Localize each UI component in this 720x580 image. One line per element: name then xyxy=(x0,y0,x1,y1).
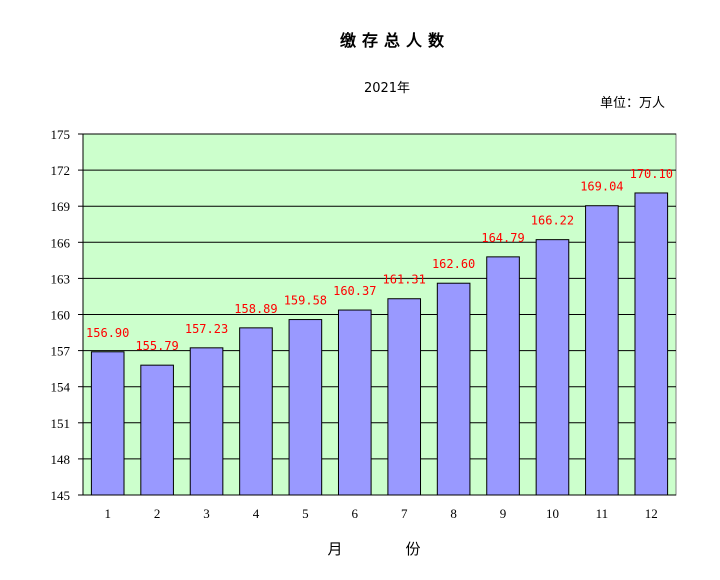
y-tick-label: 172 xyxy=(51,163,71,178)
bar-month-4 xyxy=(239,327,273,496)
data-label: 169.04 xyxy=(580,180,623,194)
data-label: 157.23 xyxy=(185,322,228,336)
y-tick-label: 148 xyxy=(51,452,71,467)
y-tick-label: 175 xyxy=(51,127,71,142)
bar-month-1 xyxy=(90,351,125,496)
data-label: 156.90 xyxy=(86,326,129,340)
x-tick-label: 12 xyxy=(645,506,658,521)
x-tick-label: 10 xyxy=(546,506,559,521)
bar-month-6 xyxy=(337,309,372,496)
y-tick-label: 163 xyxy=(51,271,71,286)
x-axis-title: 月 份 xyxy=(327,540,444,558)
bar-month-9 xyxy=(486,256,520,496)
x-tick-label: 11 xyxy=(596,506,609,521)
x-tick-label: 8 xyxy=(450,506,457,521)
x-tick-label: 1 xyxy=(104,506,111,521)
y-tick-label: 145 xyxy=(51,488,71,503)
y-tick-label: 151 xyxy=(51,416,71,431)
bar-month-5 xyxy=(288,319,323,496)
bar-month-12 xyxy=(634,192,669,496)
data-label: 166.22 xyxy=(531,214,574,228)
bar-month-3 xyxy=(189,347,224,496)
y-tick-label: 169 xyxy=(51,199,71,214)
y-tick-label: 157 xyxy=(51,344,71,359)
data-label: 161.31 xyxy=(383,273,426,287)
x-tick-label: 2 xyxy=(154,506,161,521)
data-label: 159.58 xyxy=(284,294,327,308)
x-tick-label: 3 xyxy=(203,506,210,521)
data-label: 155.79 xyxy=(135,339,178,353)
gridlines xyxy=(83,133,676,460)
bar-month-11 xyxy=(585,205,619,496)
chart-subtitle: 2021年 xyxy=(364,81,410,96)
y-tick-label: 154 xyxy=(51,380,71,395)
x-tick-label: 9 xyxy=(500,506,507,521)
data-labels: 156.90 155.79 157.23 158.89 159.58 160.37 161.… xyxy=(86,167,673,353)
data-label: 162.60 xyxy=(432,257,475,271)
bar-month-8 xyxy=(436,282,471,496)
bar-month-10 xyxy=(535,239,570,496)
data-label: 164.79 xyxy=(481,231,524,245)
x-tick-label: 6 xyxy=(352,506,359,521)
y-tick-label: 166 xyxy=(51,235,71,250)
x-tick-label: 7 xyxy=(401,506,408,521)
bar-month-7 xyxy=(387,298,422,496)
unit-label: 单位：万人 xyxy=(600,96,665,111)
data-label: 170.10 xyxy=(630,167,673,181)
chart-title: 缴存总人数 xyxy=(340,31,450,50)
data-label: 160.37 xyxy=(333,284,376,298)
x-tick-label: 4 xyxy=(253,506,260,521)
y-tick-label: 160 xyxy=(51,308,71,323)
data-label: 158.89 xyxy=(234,302,277,316)
bar-month-2 xyxy=(140,364,174,496)
x-tick-label: 5 xyxy=(302,506,309,521)
